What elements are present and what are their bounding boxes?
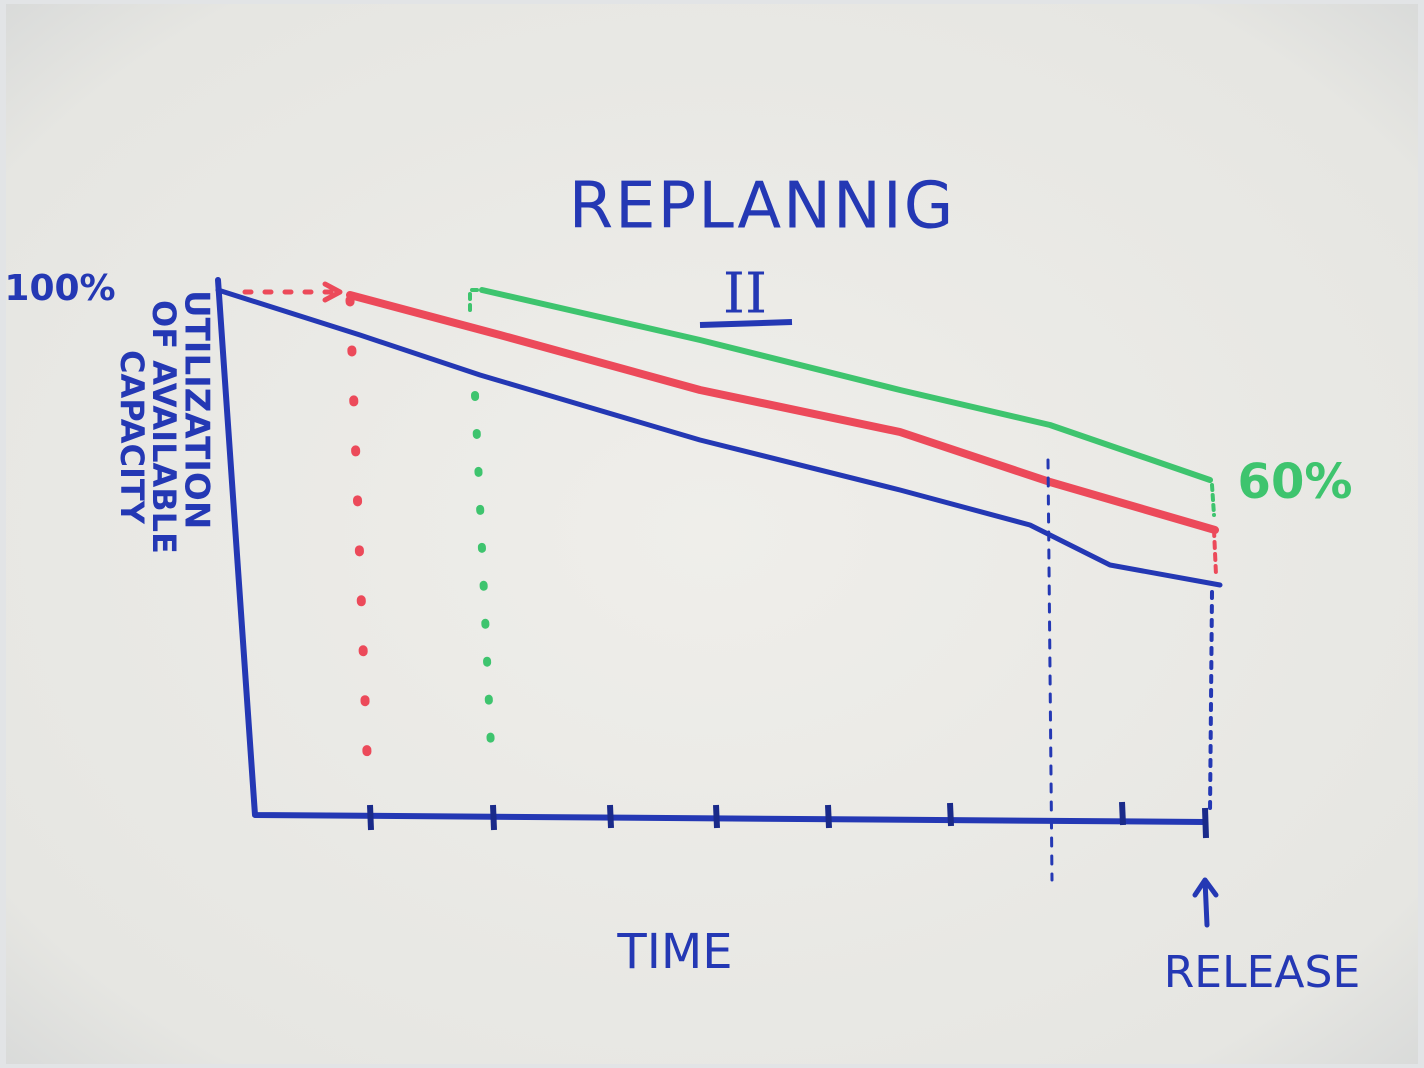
- x-tick: [493, 805, 494, 830]
- y-top-label: 100%: [4, 268, 115, 309]
- end-label: 60%: [1238, 454, 1353, 510]
- x-tick: [610, 805, 611, 828]
- x-tick: [370, 805, 371, 830]
- page: REPLANNIG II 100% UTILIZATION OF AVAILAB…: [0, 0, 1424, 1068]
- y-axis-label-line: CAPACITY: [113, 350, 151, 525]
- x-tick: [828, 805, 829, 828]
- x-tick: [950, 803, 951, 826]
- subtitle-underline: [700, 322, 792, 325]
- x-tick: [1205, 808, 1206, 838]
- green-drop: [1212, 485, 1214, 515]
- whiteboard-photo: REPLANNIG II 100% UTILIZATION OF AVAILAB…: [0, 0, 1424, 1068]
- x-tick: [716, 805, 717, 828]
- release-label: RELEASE: [1164, 947, 1361, 998]
- x-axis-label: TIME: [616, 924, 732, 980]
- subtitle: II: [723, 262, 767, 327]
- title: REPLANNIG: [569, 170, 956, 244]
- x-tick: [1122, 802, 1123, 825]
- red-drop: [1214, 530, 1216, 575]
